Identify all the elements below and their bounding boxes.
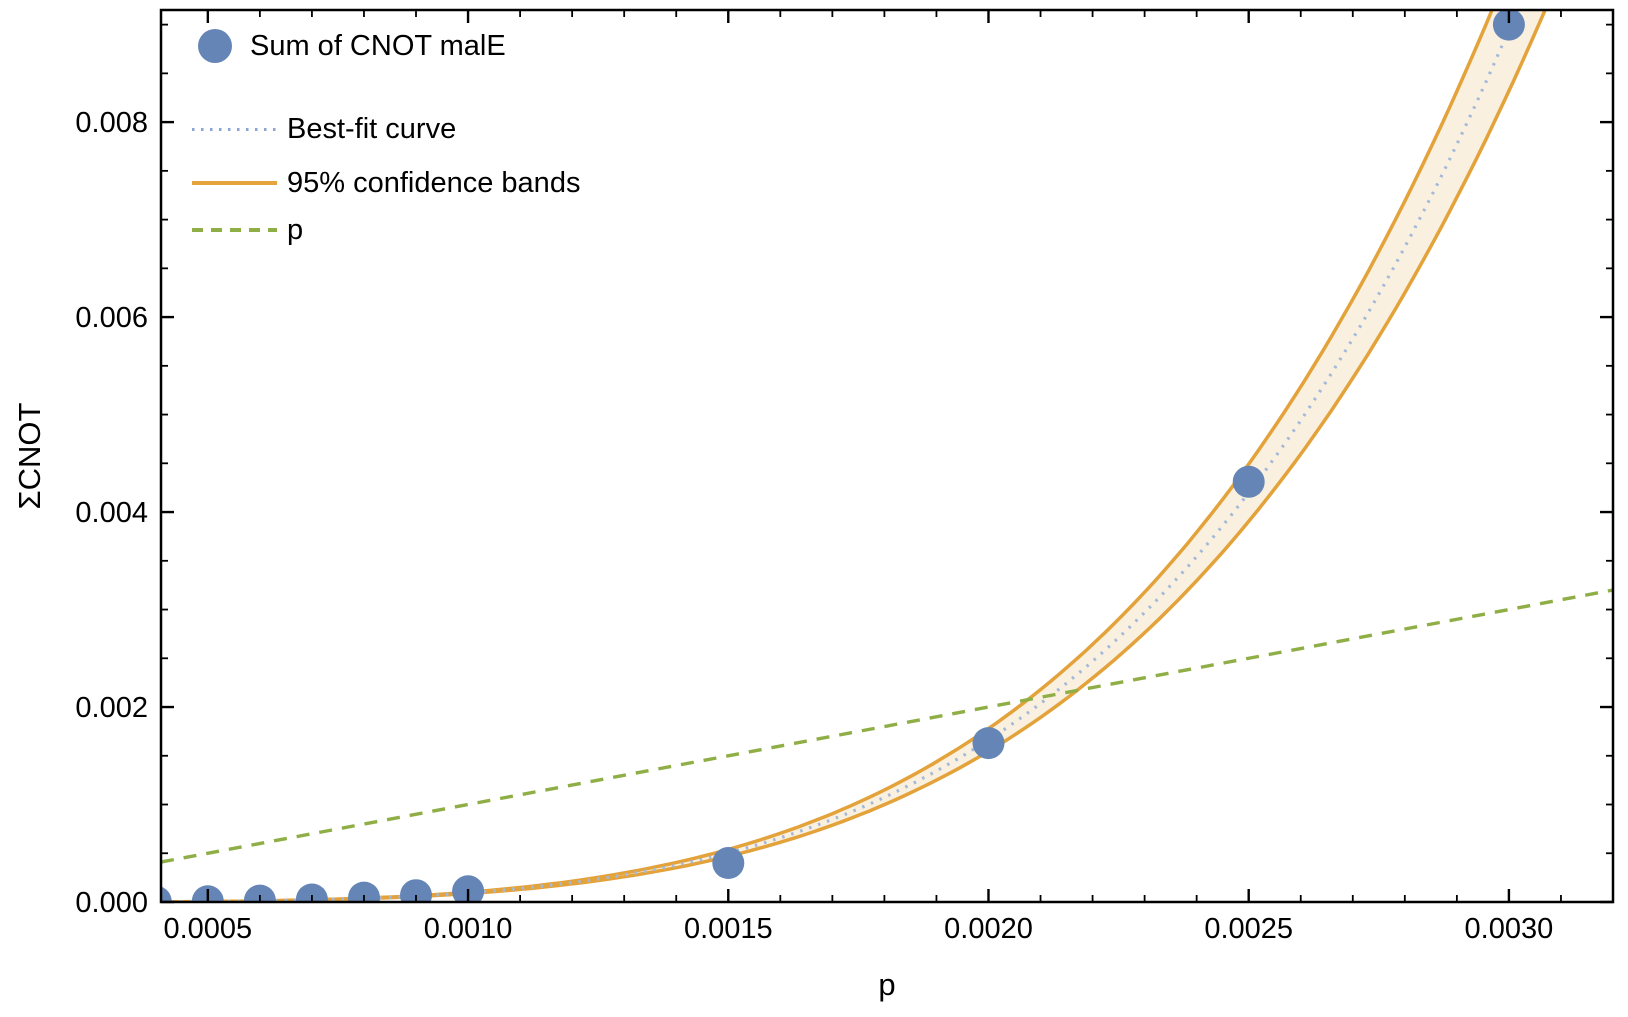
data-point: [400, 879, 432, 902]
data-points: [161, 10, 1525, 902]
y-axis-title: ΣCNOT: [12, 402, 47, 510]
ticks: [161, 10, 1613, 904]
x-tick-label: 0.0005: [163, 913, 252, 945]
data-point: [295, 883, 328, 902]
y-tick-label: 0.008: [75, 107, 148, 139]
data-point: [972, 727, 1005, 760]
x-tick-label: 0.0025: [1204, 913, 1293, 945]
y-tick-label: 0.002: [75, 692, 148, 724]
data-point: [452, 875, 485, 902]
confidence-band-lower-line: [161, 10, 1547, 902]
data-point: [348, 881, 380, 902]
data-point: [712, 847, 745, 879]
confidence-band-upper-line: [161, 10, 1494, 902]
x-tick-label: 0.0015: [684, 913, 773, 945]
y-tick-label: 0.006: [75, 302, 148, 334]
y-tick-label: 0.004: [75, 497, 148, 529]
tick-labels: 0.0005 0.0010 0.0015 0.0020 0.0025 0.0030 0.00…: [75, 107, 1553, 945]
plot-frame: [159, 8, 1615, 904]
y-tick-label: 0.000: [75, 887, 148, 919]
x-tick-label: 0.0020: [944, 913, 1033, 945]
confidence-band-fill: [161, 10, 1546, 902]
best-fit-curve: [161, 10, 1520, 902]
data-point: [1232, 465, 1265, 498]
x-tick-label: 0.0030: [1465, 913, 1554, 945]
data-point: [161, 886, 172, 902]
data-point: [243, 884, 276, 902]
plot-area: [161, 10, 1613, 902]
x-tick-label: 0.0010: [424, 913, 513, 945]
data-point: [1492, 10, 1525, 41]
identity-line: [161, 588, 1613, 864]
x-axis-title: p: [878, 967, 896, 1002]
